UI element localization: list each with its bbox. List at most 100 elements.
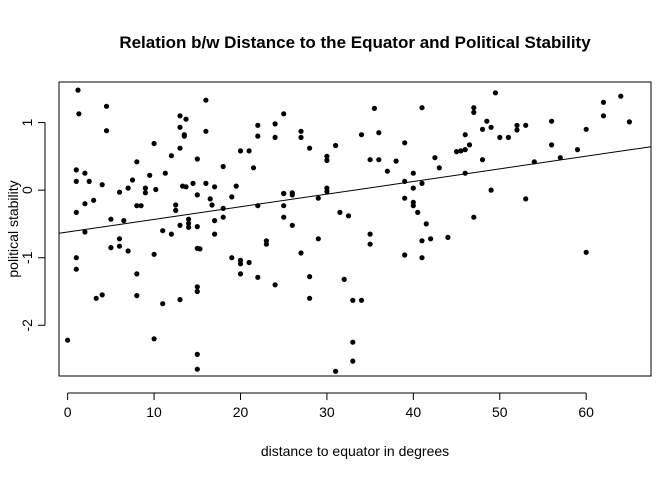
data-point bbox=[246, 259, 252, 266]
data-point bbox=[410, 185, 416, 191]
data-point bbox=[415, 209, 421, 215]
data-point bbox=[324, 188, 330, 195]
data-point bbox=[307, 295, 313, 301]
data-point bbox=[160, 228, 166, 234]
data-point bbox=[402, 252, 408, 258]
data-point bbox=[125, 185, 131, 191]
data-point bbox=[116, 236, 123, 242]
data-point bbox=[203, 180, 209, 186]
plot-area bbox=[58, 81, 652, 377]
data-point bbox=[600, 99, 607, 105]
data-point bbox=[203, 128, 209, 134]
data-point bbox=[298, 128, 304, 134]
data-point bbox=[73, 255, 79, 261]
data-point bbox=[600, 113, 607, 119]
y-axis: -2 -1 0 1 bbox=[19, 118, 46, 332]
data-point bbox=[183, 116, 189, 122]
data-point bbox=[103, 128, 110, 134]
data-point bbox=[255, 203, 261, 209]
data-point bbox=[237, 261, 244, 267]
data-point bbox=[419, 180, 425, 186]
data-point bbox=[108, 216, 114, 222]
data-point bbox=[255, 274, 261, 280]
data-point bbox=[103, 103, 110, 109]
data-point bbox=[497, 134, 503, 140]
data-point bbox=[281, 111, 287, 117]
x-tick-label: 30 bbox=[319, 404, 335, 420]
data-point bbox=[237, 148, 244, 154]
data-point bbox=[93, 295, 99, 301]
data-point bbox=[183, 184, 189, 190]
data-point bbox=[350, 339, 356, 345]
data-point bbox=[376, 130, 382, 136]
data-points bbox=[65, 87, 633, 374]
data-point bbox=[350, 297, 356, 303]
data-point bbox=[121, 218, 127, 224]
data-point bbox=[402, 140, 408, 146]
data-point bbox=[220, 214, 226, 220]
data-point bbox=[367, 157, 373, 163]
data-point bbox=[458, 148, 464, 154]
data-point bbox=[466, 142, 473, 148]
data-point bbox=[151, 140, 157, 147]
data-point bbox=[181, 132, 187, 138]
data-point bbox=[173, 202, 179, 208]
data-point bbox=[523, 122, 529, 128]
y-tick-label: -1 bbox=[19, 251, 35, 264]
data-point bbox=[116, 189, 123, 195]
x-tick-label: 0 bbox=[64, 404, 72, 420]
data-point bbox=[298, 250, 304, 256]
data-point bbox=[73, 178, 79, 184]
data-point bbox=[134, 159, 140, 165]
data-point bbox=[212, 231, 218, 237]
data-point bbox=[462, 170, 468, 176]
data-point bbox=[160, 301, 166, 307]
data-point bbox=[393, 158, 399, 164]
data-point bbox=[168, 231, 174, 237]
data-point bbox=[436, 165, 442, 171]
data-point bbox=[358, 132, 365, 138]
data-point bbox=[289, 192, 295, 198]
data-point bbox=[358, 297, 365, 303]
data-point bbox=[479, 126, 486, 132]
data-point bbox=[209, 202, 215, 208]
data-point bbox=[514, 127, 520, 133]
data-point bbox=[432, 155, 438, 161]
data-point bbox=[376, 157, 382, 163]
data-point bbox=[402, 178, 408, 184]
data-point bbox=[333, 142, 339, 149]
x-tick-label: 50 bbox=[492, 404, 508, 420]
data-point bbox=[147, 172, 153, 178]
data-point bbox=[190, 180, 196, 186]
data-point bbox=[73, 266, 79, 272]
x-tick-label: 20 bbox=[233, 404, 249, 420]
data-point bbox=[307, 145, 313, 151]
data-point bbox=[142, 190, 148, 196]
data-point bbox=[307, 274, 313, 280]
data-point bbox=[220, 163, 226, 170]
data-point bbox=[194, 284, 200, 290]
data-point bbox=[492, 90, 498, 96]
data-point bbox=[237, 271, 244, 277]
data-point bbox=[402, 195, 408, 201]
data-point bbox=[471, 109, 477, 115]
y-axis-label: political stability bbox=[5, 180, 21, 277]
data-point bbox=[246, 148, 252, 154]
data-point bbox=[134, 271, 140, 277]
data-point bbox=[186, 224, 192, 230]
data-point bbox=[583, 249, 589, 255]
data-point bbox=[419, 255, 425, 261]
data-point bbox=[337, 209, 343, 215]
data-point bbox=[186, 216, 192, 222]
data-point bbox=[324, 157, 330, 163]
data-point bbox=[151, 336, 157, 342]
data-point bbox=[281, 190, 287, 197]
data-point bbox=[82, 170, 88, 176]
data-point bbox=[75, 87, 81, 93]
data-point bbox=[177, 222, 183, 228]
data-point bbox=[341, 276, 347, 282]
data-point bbox=[289, 222, 295, 228]
data-point bbox=[298, 134, 304, 140]
data-point bbox=[367, 231, 373, 237]
